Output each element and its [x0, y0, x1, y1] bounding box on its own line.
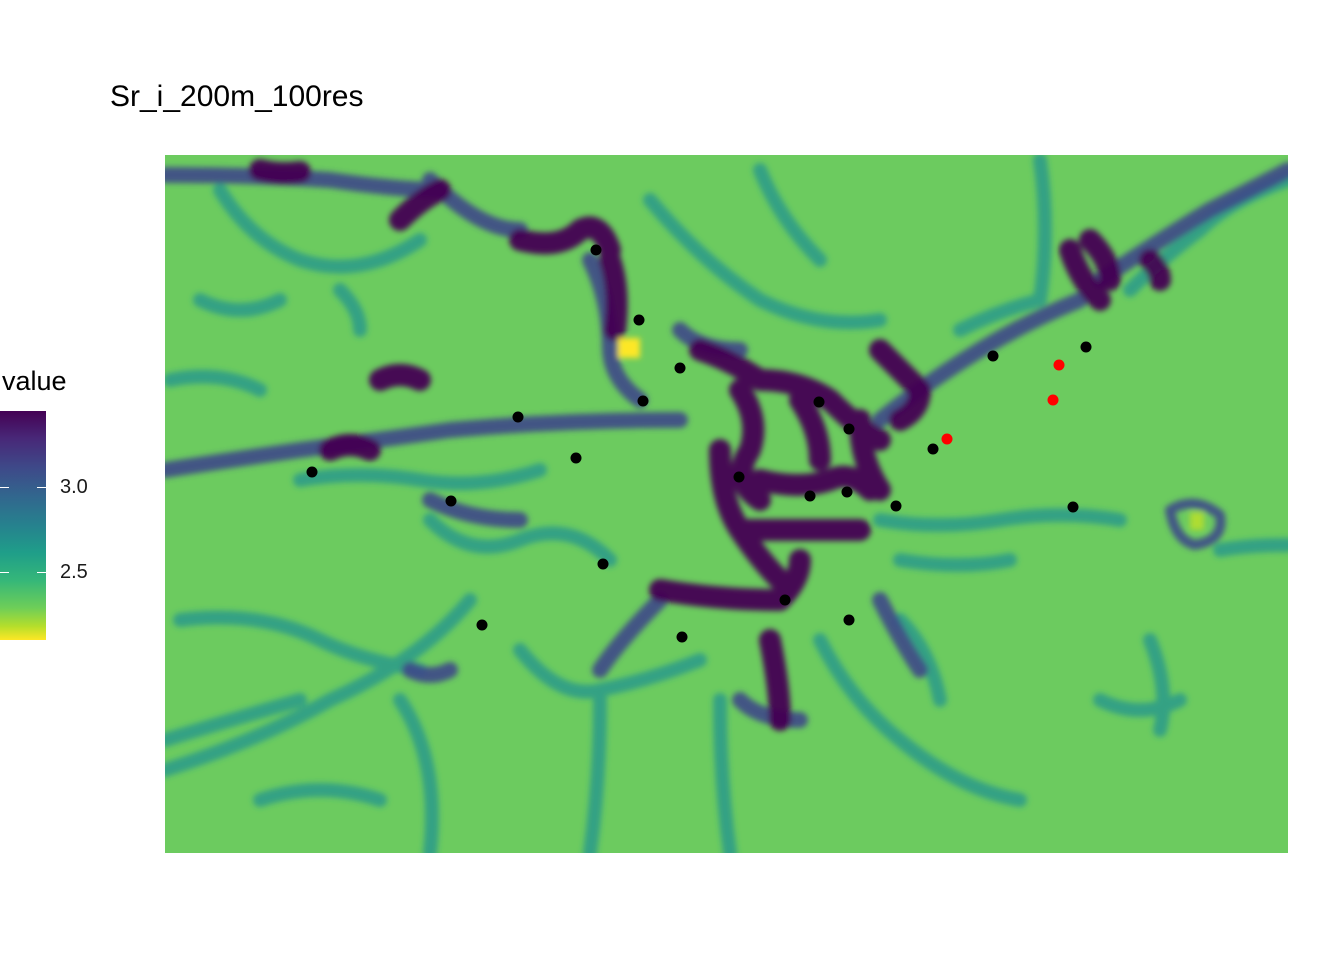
legend-tick-label-2-5: 2.5 [60, 561, 88, 583]
legend-tick-mark-2-5-right [37, 572, 46, 573]
raster-east-ring-center [1190, 512, 1204, 530]
point-black [597, 558, 609, 570]
point-black [841, 486, 853, 498]
legend-tick-label-3: 3.0 [60, 476, 88, 498]
point-red [1053, 359, 1065, 371]
point-black [1080, 341, 1092, 353]
point-red [1047, 394, 1059, 406]
point-black [927, 443, 939, 455]
raster-mid-network [165, 155, 1288, 853]
legend-tick-mark-2-5 [0, 572, 9, 573]
raster-min-spot [618, 338, 640, 358]
plot-title: Sr_i_200m_100res [110, 80, 364, 113]
point-black [570, 452, 582, 464]
point-black [512, 411, 524, 423]
point-black [804, 490, 816, 502]
point-black [674, 362, 686, 374]
point-black [306, 466, 318, 478]
point-black [476, 619, 488, 631]
point-black [843, 423, 855, 435]
point-black [779, 594, 791, 606]
point-black [633, 314, 645, 326]
legend-colorbar [0, 411, 46, 640]
legend-tick-mark-3-right [37, 487, 46, 488]
raster-east-ring [1165, 498, 1226, 550]
point-black [733, 471, 745, 483]
legend-title: value [2, 366, 67, 396]
point-black [987, 350, 999, 362]
raster-max-areas [249, 159, 1171, 731]
point-black [590, 244, 602, 256]
point-black [813, 396, 825, 408]
point-black [676, 631, 688, 643]
point-black [1067, 501, 1079, 513]
point-black [445, 495, 457, 507]
point-black [890, 500, 902, 512]
point-black [637, 395, 649, 407]
point-black [843, 614, 855, 626]
legend-tick-mark-3 [0, 487, 9, 488]
point-red [941, 433, 953, 445]
point-layer [306, 244, 1092, 643]
